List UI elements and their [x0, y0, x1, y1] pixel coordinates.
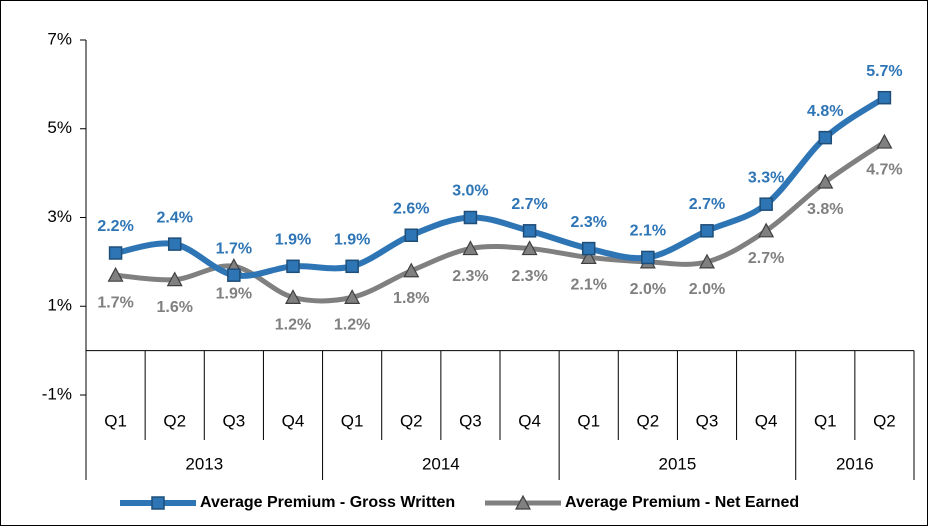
point — [107, 266, 124, 282]
legend-label: Average Premium - Net Earned — [565, 494, 799, 511]
data-label: 2.1% — [630, 223, 666, 240]
data-label: 2.3% — [511, 268, 547, 285]
data-label: 2.3% — [452, 268, 488, 285]
point — [345, 259, 359, 274]
data-label: 1.7% — [216, 240, 252, 257]
x-group-label: 2013 — [185, 454, 223, 473]
data-label: 2.7% — [511, 196, 547, 213]
legend-marker — [151, 496, 165, 510]
x-group-label: 2014 — [422, 454, 460, 473]
point — [580, 249, 597, 265]
data-label: 1.2% — [334, 317, 370, 334]
point — [876, 133, 893, 149]
point — [404, 228, 419, 242]
data-label: 1.6% — [156, 299, 192, 316]
data-label: 1.2% — [275, 317, 311, 334]
data-label: 3.0% — [452, 183, 488, 200]
x-tick-label: Q1 — [341, 411, 364, 430]
x-group-label: 2015 — [659, 454, 697, 473]
x-group-label: 2016 — [836, 454, 874, 473]
y-tick-label: 7% — [47, 29, 72, 48]
x-tick-label: Q1 — [104, 411, 127, 430]
x-tick-label: Q2 — [873, 411, 896, 430]
data-label: 2.4% — [156, 209, 192, 226]
point — [108, 246, 123, 260]
point — [463, 210, 478, 225]
x-tick-label: Q2 — [163, 411, 186, 430]
x-tick-label: Q2 — [637, 411, 660, 430]
x-tick-label: Q3 — [696, 411, 719, 430]
point — [403, 262, 420, 278]
point — [462, 240, 479, 256]
data-label: 3.3% — [748, 169, 784, 186]
point — [698, 253, 716, 269]
x-tick-label: Q4 — [755, 411, 778, 430]
legend-marker — [514, 494, 532, 510]
data-label: 4.7% — [866, 161, 902, 178]
data-label: 1.8% — [393, 290, 429, 307]
data-label: 2.7% — [689, 196, 725, 213]
y-tick-label: 5% — [47, 118, 72, 137]
point — [284, 289, 302, 304]
data-label: 2.3% — [570, 214, 606, 231]
data-label: 5.7% — [866, 63, 902, 80]
point — [700, 224, 714, 238]
data-label: 4.8% — [807, 103, 843, 120]
y-tick-label: 3% — [47, 207, 72, 226]
point — [758, 222, 775, 238]
point — [227, 268, 241, 282]
data-label: 1.9% — [275, 232, 311, 249]
point — [817, 173, 834, 189]
data-label: 2.0% — [689, 281, 725, 298]
y-tick-label: -1% — [42, 384, 72, 403]
point — [877, 90, 892, 105]
legend-label: Average Premium - Gross Written — [200, 494, 455, 511]
x-tick-label: Q1 — [577, 411, 600, 430]
x-tick-label: Q1 — [814, 411, 837, 430]
data-label: 2.7% — [748, 250, 784, 267]
x-tick-label: Q2 — [400, 411, 423, 430]
data-label: 3.8% — [807, 201, 843, 218]
point — [166, 271, 183, 287]
point — [522, 224, 537, 238]
point — [286, 259, 300, 274]
x-tick-label: Q3 — [223, 411, 246, 430]
data-label: 1.7% — [97, 294, 133, 311]
point — [641, 250, 655, 265]
point — [521, 240, 538, 256]
x-tick-label: Q4 — [518, 411, 541, 430]
x-tick-label: Q3 — [459, 411, 482, 430]
data-label: 2.6% — [393, 200, 429, 217]
data-label: 2.1% — [570, 277, 606, 294]
data-label: 1.9% — [216, 286, 252, 303]
point — [167, 237, 182, 251]
data-label: 1.9% — [334, 232, 370, 249]
point — [581, 241, 596, 256]
x-tick-label: Q4 — [282, 411, 305, 430]
point — [344, 289, 361, 304]
point — [759, 197, 773, 211]
y-tick-label: 1% — [47, 296, 72, 315]
data-label: 2.2% — [97, 218, 133, 235]
point — [818, 130, 833, 145]
data-label: 2.0% — [630, 281, 666, 298]
